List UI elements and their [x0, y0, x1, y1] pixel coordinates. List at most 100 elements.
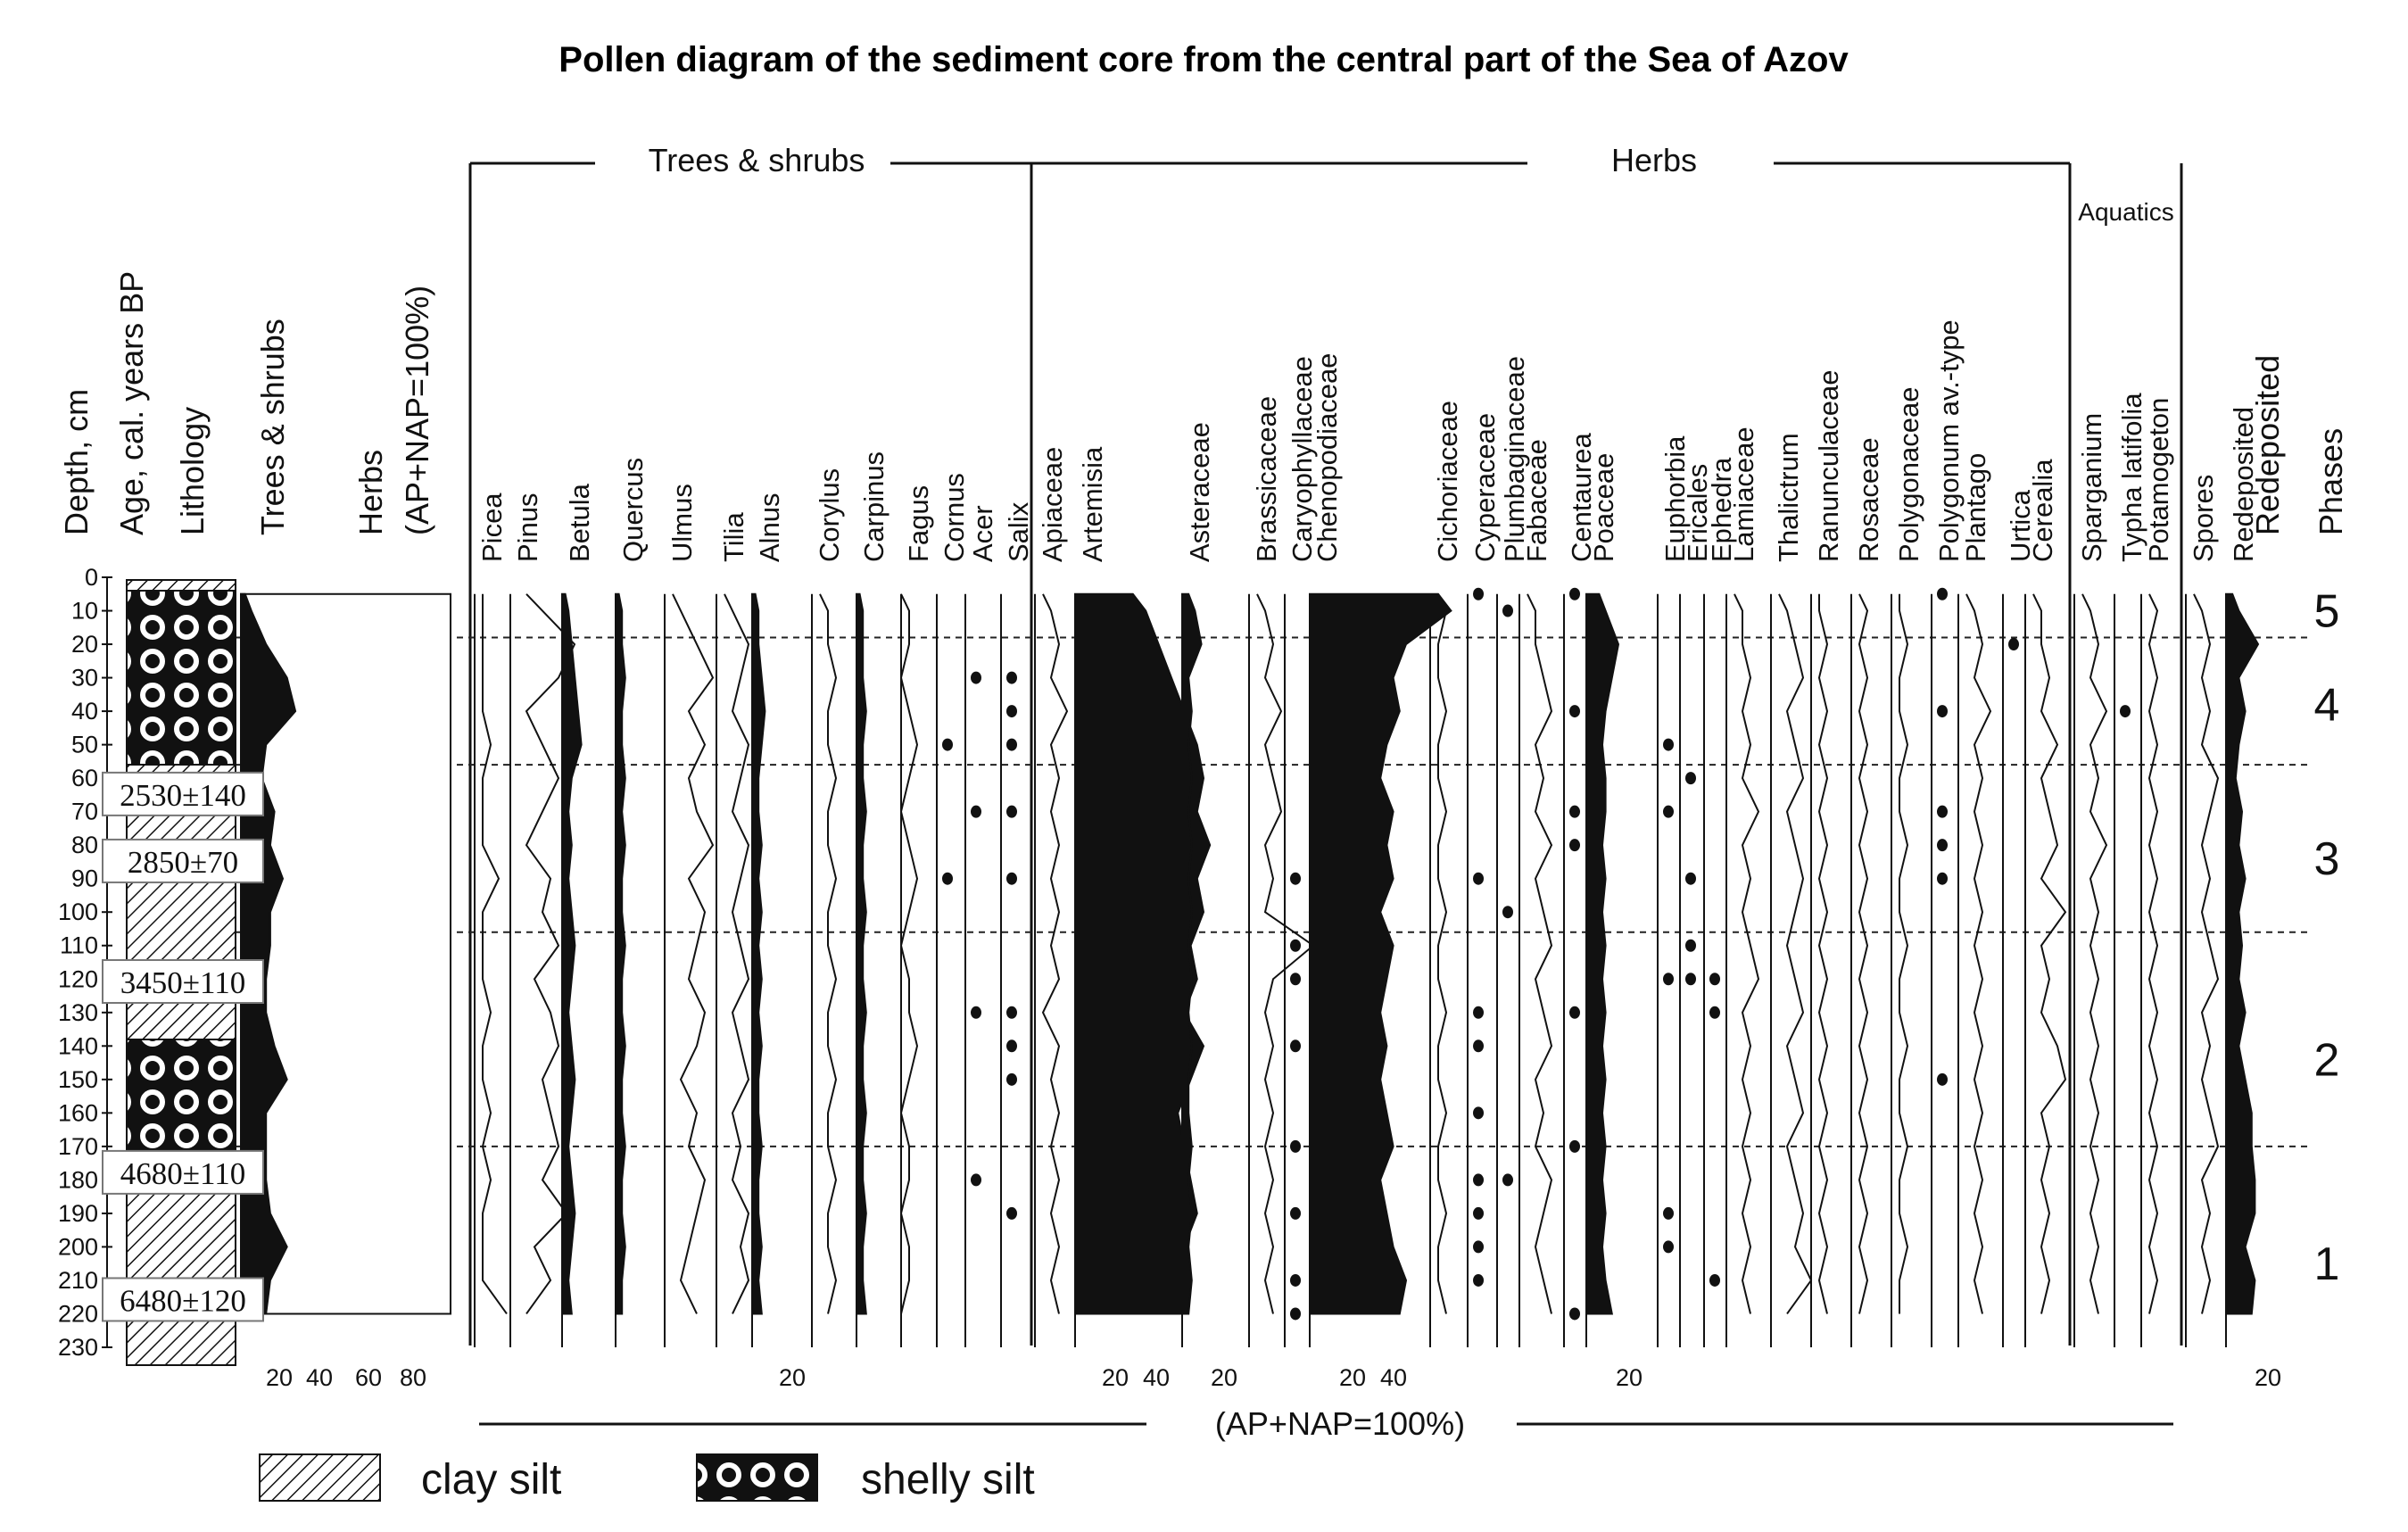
- depth-axis: 0 10 20 30 40 50 60 70 80 90 100 110 120 130 140 150 160…: [58, 564, 112, 1361]
- depth-tick-label: 160: [58, 1099, 98, 1126]
- lithology-clay-silt-top: [126, 579, 236, 592]
- taxon-line-curve: [1041, 593, 1069, 1314]
- phase-label: 1: [2314, 1238, 2340, 1290]
- taxon-label: Spores: [2188, 475, 2219, 562]
- phase-labels: 5 4 3 2 1: [2314, 586, 2340, 1291]
- depth-tick-label: 0: [85, 564, 98, 591]
- depth-tick-label: 90: [71, 865, 98, 892]
- taxon-label: Polygonaceae: [1893, 387, 1924, 563]
- taxon-presence-dot: [1937, 872, 1948, 885]
- age-label-box: [102, 1277, 264, 1322]
- taxon-label: Typha latifolia: [2116, 393, 2147, 562]
- taxon-label: Sparganium: [2076, 413, 2107, 562]
- phases-column-label: Phases: [2313, 428, 2349, 535]
- taxon-label: Fabaceae: [1521, 439, 1552, 562]
- taxon-filled-curve: [615, 592, 626, 1315]
- taxon-label: Redeposited: [2228, 407, 2259, 562]
- taxon-presence-dot: [1006, 738, 1017, 751]
- taxon-line-curve: [525, 593, 576, 1315]
- scale-label: 40: [1143, 1364, 1170, 1391]
- taxon-line-curve: [1734, 593, 1760, 1314]
- taxon-presence-dot: [1502, 604, 1513, 617]
- summary-tick: 20: [266, 1364, 293, 1391]
- taxon-presence-dot: [1473, 587, 1484, 600]
- lithology-column-label: Lithology: [174, 407, 211, 535]
- depth-tick-label: 50: [71, 732, 98, 758]
- taxon-presence-dot: [1663, 973, 1674, 986]
- group-brackets: [468, 161, 2183, 1346]
- legend: clay silt shelly silt: [259, 1453, 1035, 1503]
- taxon-presence-dot: [1006, 671, 1017, 684]
- taxon-presence-dot: [1685, 939, 1696, 952]
- taxon-label: Ephedra: [1706, 457, 1737, 562]
- taxon-line-curve: [481, 593, 508, 1315]
- taxon-label: Centaurea: [1566, 432, 1597, 562]
- taxon-presence-dot: [1006, 1039, 1017, 1053]
- depth-tick-label: 100: [58, 898, 98, 925]
- taxon-line-curve: [2032, 593, 2067, 1314]
- taxon-line-curve: [819, 593, 838, 1314]
- depth-tick-label: 70: [71, 799, 98, 825]
- taxon-label: Urtica: [2005, 489, 2036, 562]
- taxon-label: Ranunculaceae: [1813, 370, 1844, 562]
- redeposited-column-label: Redeposited: [2249, 355, 2286, 535]
- taxon-presence-dot: [1473, 1206, 1484, 1220]
- phase-label: 3: [2314, 833, 2340, 885]
- taxon-label: Carpinus: [858, 451, 890, 562]
- taxon-presence-dot: [1709, 1273, 1720, 1287]
- age-labels: 2530±140 2850±70 3450±110 4680±110 6480±120: [102, 771, 264, 1322]
- depth-tick-label: 40: [71, 698, 98, 725]
- taxon-presence-dot: [2008, 638, 2019, 651]
- taxon-presence-dot: [1290, 1206, 1301, 1220]
- taxon-presence-dot: [1709, 973, 1720, 986]
- taxon-line-curve: [899, 593, 919, 1314]
- taxon-label: Tilia: [718, 512, 749, 562]
- taxon-filled-curve: [1309, 592, 1452, 1315]
- taxon-line-curve: [2193, 593, 2220, 1314]
- herbs-group-header: Herbs: [1611, 142, 1697, 178]
- taxon-presence-dot: [1473, 1039, 1484, 1053]
- scale-label: 20: [1339, 1364, 1366, 1391]
- taxon-presence-dot: [1473, 872, 1484, 885]
- depth-tick-label: 200: [58, 1233, 98, 1260]
- lithology-shelly-silt-upper: [126, 590, 236, 766]
- phase-label: 2: [2314, 1034, 2340, 1086]
- depth-tick-label: 170: [58, 1133, 98, 1160]
- taxon-label: Apiaceae: [1037, 447, 1068, 562]
- legend-shelly-silt-label: shelly silt: [861, 1456, 1035, 1503]
- taxon-label: Chenopodiaceae: [1312, 353, 1343, 562]
- taxon-presence-dot: [971, 805, 981, 818]
- taxon-label: Quercus: [617, 458, 649, 562]
- taxon-presence-dot: [1473, 1006, 1484, 1019]
- taxon-label: Acer: [967, 505, 998, 562]
- scale-label: 20: [2255, 1364, 2281, 1391]
- trees-group-header: Trees & shrubs: [649, 142, 865, 178]
- taxon-line-curve: [2081, 593, 2108, 1314]
- scale-label: 20: [1211, 1364, 1237, 1391]
- taxon-label: Pinus: [512, 493, 543, 562]
- taxon-presence-dot: [1006, 1006, 1017, 1019]
- taxon-presence-dot: [971, 1006, 981, 1019]
- taxon-label: Ericales: [1682, 464, 1713, 562]
- legend-shelly-silt-swatch: [696, 1453, 818, 1502]
- taxon-presence-dot: [942, 738, 953, 751]
- taxon-presence-dot: [1290, 973, 1301, 986]
- chart-title: Pollen diagram of the sediment core from…: [559, 40, 1849, 79]
- depth-tick-label: 80: [71, 832, 98, 858]
- taxon-label: Salix: [1003, 501, 1034, 562]
- aquatics-group-header: Aquatics: [2078, 198, 2173, 226]
- depth-tick-label: 60: [71, 765, 98, 791]
- taxon-line-curve: [1858, 593, 1869, 1314]
- taxon-presence-dot: [1937, 705, 1948, 718]
- taxon-label: Betula: [564, 483, 595, 562]
- taxon-presence-dot: [1290, 1139, 1301, 1153]
- taxon-label: Plumbaginaceae: [1499, 356, 1530, 562]
- age-label-box: [102, 1149, 264, 1195]
- taxon-label: Cerealia: [2027, 459, 2058, 562]
- footer-scales: 20 40 60 80 20 20 40 20 20 40 20 20 (AP+…: [266, 1364, 2281, 1442]
- taxon-presence-dot: [971, 671, 981, 684]
- taxon-presence-dot: [1502, 906, 1513, 919]
- taxon-presence-dot: [1937, 805, 1948, 818]
- taxon-filled-curve: [1585, 592, 1620, 1315]
